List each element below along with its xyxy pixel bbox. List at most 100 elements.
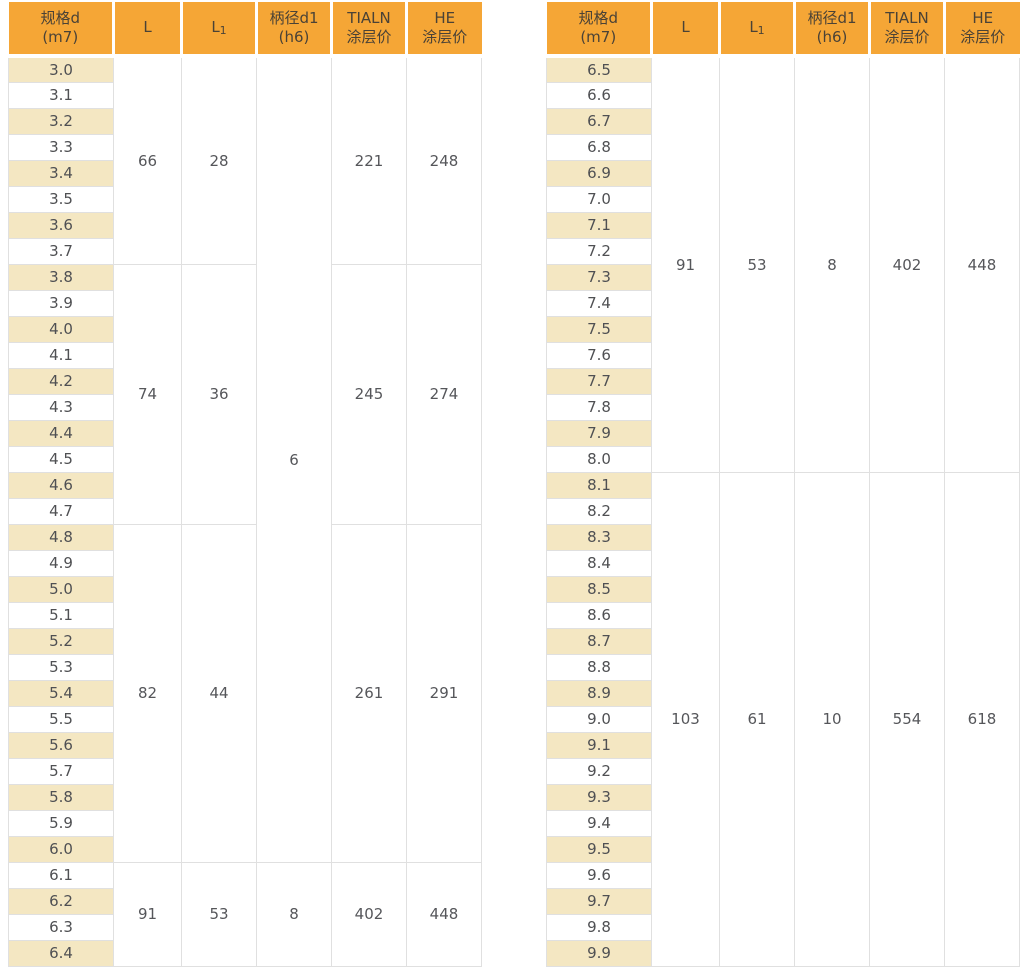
table-row: 8.4: [546, 549, 1020, 577]
header-label: HE: [434, 8, 456, 27]
table-row: 8.7: [546, 627, 1020, 655]
tables-row: 规格d (m7) L L1 柄径d1 (h6) TIALN 涂层价 HE 涂层价 3.0 66 28 6…: [8, 2, 1024, 967]
l-value-cell: 91: [651, 55, 720, 473]
he-value-cell: 291: [406, 523, 482, 863]
size-cell: 6.2: [8, 887, 114, 915]
table-row: 9.3: [546, 783, 1020, 811]
table-row: 8.6: [546, 601, 1020, 629]
size-cell: 5.1: [8, 601, 114, 629]
size-cell: 6.0: [8, 835, 114, 863]
size-cell: 3.0: [8, 55, 114, 83]
table-row: 9.2: [546, 757, 1020, 785]
size-cell: 9.2: [546, 757, 652, 785]
header-label-line2: 涂层价: [884, 28, 930, 46]
header-label: TIALN: [347, 8, 391, 27]
tialn-value-cell: 221: [331, 55, 407, 265]
size-cell: 6.6: [546, 81, 652, 109]
size-cell: 6.3: [8, 913, 114, 941]
size-cell: 9.5: [546, 835, 652, 863]
l1-value-cell: 28: [181, 55, 257, 265]
header-label: TIALN: [885, 8, 929, 27]
table-row: 4.2: [8, 367, 482, 395]
table-row: 9.9: [546, 939, 1020, 967]
table-row: 5.4: [8, 679, 482, 707]
he-value-cell: 448: [406, 861, 482, 967]
size-cell: 6.1: [8, 861, 114, 889]
table-row: 5.5: [8, 705, 482, 733]
header-row: 规格d (m7) L L1 柄径d1 (h6) TIALN 涂层价 HE 涂层价: [546, 2, 1020, 58]
table-row: 5.7: [8, 757, 482, 785]
tialn-value-cell: 245: [331, 263, 407, 525]
table-row: 8.1 103 61 10 554 618: [546, 471, 1020, 967]
he-value-cell: 274: [406, 263, 482, 525]
table-row: 5.6: [8, 731, 482, 759]
size-cell: 8.2: [546, 497, 652, 525]
table-row: 8.2: [546, 497, 1020, 525]
size-cell: 3.9: [8, 289, 114, 317]
header-label: L1: [749, 17, 765, 37]
size-cell: 5.6: [8, 731, 114, 759]
tialn-value-cell: 554: [869, 471, 945, 967]
size-cell: 3.7: [8, 237, 114, 265]
table-row: 3.5: [8, 185, 482, 213]
table-row: 3.8 74 36 245 274: [8, 263, 482, 525]
size-cell: 8.6: [546, 601, 652, 629]
size-cell: 5.3: [8, 653, 114, 681]
size-cell: 4.9: [8, 549, 114, 577]
column-header-L: L: [112, 2, 182, 58]
header-label-line2: (m7): [42, 28, 79, 46]
column-header-L1: L1: [718, 2, 795, 58]
l1-value-cell: 44: [181, 523, 257, 863]
size-cell: 4.5: [8, 445, 114, 473]
size-cell: 8.3: [546, 523, 652, 551]
size-cell: 9.4: [546, 809, 652, 837]
tialn-value-cell: 402: [331, 861, 407, 967]
table-row: 6.7: [546, 107, 1020, 135]
table-row: 9.7: [546, 887, 1020, 915]
table-row: 7.5: [546, 315, 1020, 343]
table-header-left: 规格d (m7) L L1 柄径d1 (h6) TIALN 涂层价 HE 涂层价: [8, 2, 482, 58]
d1-value-cell: 10: [794, 471, 870, 967]
header-label-line2: 涂层价: [346, 28, 392, 46]
size-cell: 6.9: [546, 159, 652, 187]
size-cell: 4.7: [8, 497, 114, 525]
header-subscript: 1: [219, 23, 227, 37]
table-row: 3.4: [8, 159, 482, 187]
d1-value-cell: 8: [794, 55, 870, 473]
size-cell: 8.9: [546, 679, 652, 707]
table-row: 8.9: [546, 679, 1020, 707]
header-label-line2: 涂层价: [422, 28, 468, 46]
size-cell: 3.3: [8, 133, 114, 161]
size-cell: 3.2: [8, 107, 114, 135]
table-row: 7.6: [546, 341, 1020, 369]
size-cell: 4.0: [8, 315, 114, 343]
size-cell: 9.1: [546, 731, 652, 759]
size-cell: 7.9: [546, 419, 652, 447]
price-table-left: 规格d (m7) L L1 柄径d1 (h6) TIALN 涂层价 HE 涂层价 3.0 66 28 6…: [8, 2, 482, 967]
size-cell: 8.8: [546, 653, 652, 681]
size-cell: 3.6: [8, 211, 114, 239]
column-header-size: 规格d (m7): [546, 2, 652, 58]
header-label: 柄径d1: [269, 8, 319, 27]
table-row: 9.8: [546, 913, 1020, 941]
d1-value-cell: 8: [256, 861, 332, 967]
size-cell: 5.9: [8, 809, 114, 837]
l-value-cell: 103: [651, 471, 720, 967]
table-row: 6.8: [546, 133, 1020, 161]
header-label: 规格d: [578, 8, 619, 27]
size-cell: 5.7: [8, 757, 114, 785]
size-cell: 7.1: [546, 211, 652, 239]
size-cell: 7.2: [546, 237, 652, 265]
size-cell: 5.5: [8, 705, 114, 733]
table-row: 3.7: [8, 237, 482, 265]
table-row: 6.3: [8, 913, 482, 941]
column-header-d1: 柄径d1 (h6): [793, 2, 870, 58]
header-label-line2: (h6): [278, 28, 310, 46]
table-row: 3.9: [8, 289, 482, 317]
table-row: 3.6: [8, 211, 482, 239]
size-cell: 5.8: [8, 783, 114, 811]
header-subscript: 1: [757, 23, 765, 37]
size-cell: 5.2: [8, 627, 114, 655]
table-row: 5.1: [8, 601, 482, 629]
